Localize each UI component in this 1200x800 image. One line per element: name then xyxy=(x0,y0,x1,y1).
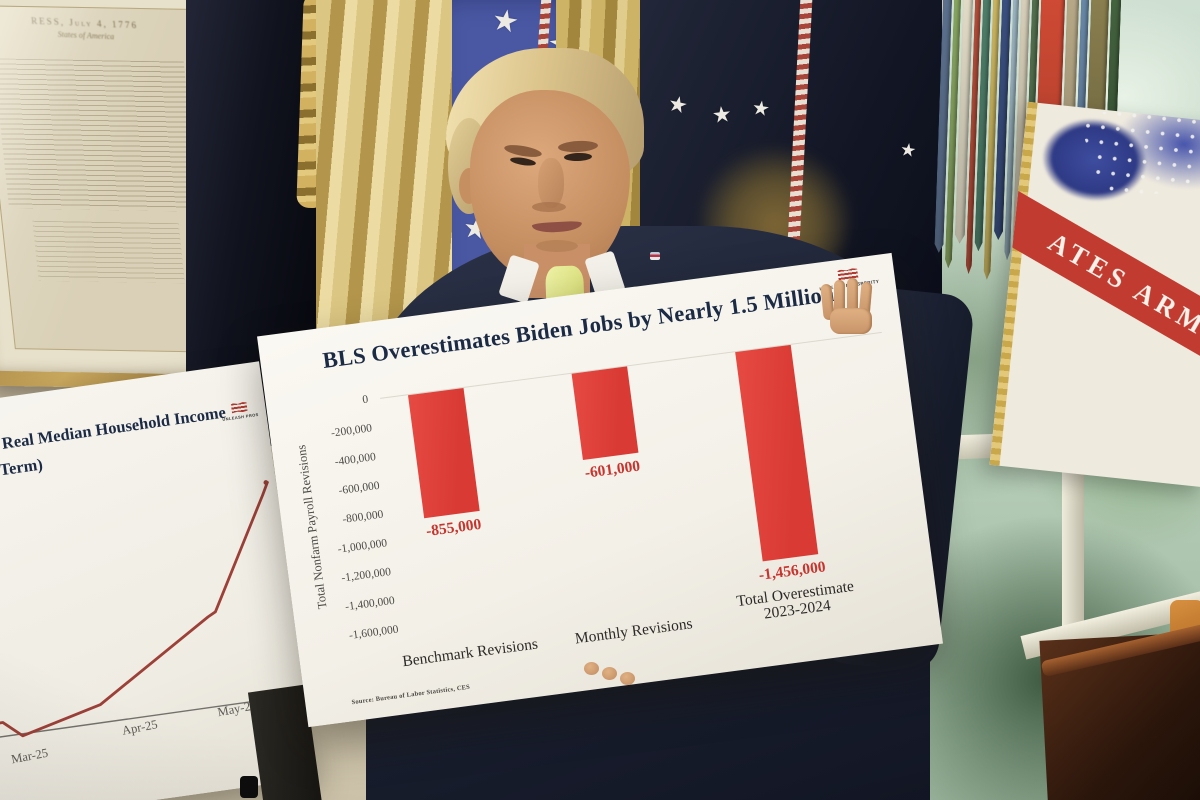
x-category-label: Monthly Revisions xyxy=(542,612,727,652)
left-x-label: Apr-25 xyxy=(120,717,159,738)
us-army-flag: ATES ARMY xyxy=(989,101,1200,488)
fingertip xyxy=(602,667,617,680)
bar xyxy=(407,387,480,519)
bar-value-label: -855,000 xyxy=(425,515,483,540)
finger xyxy=(847,278,858,314)
bar xyxy=(735,344,819,562)
x-category-label: Benchmark Revisions xyxy=(378,633,563,673)
flag-star-icon: ★ xyxy=(710,101,733,128)
bar-value-label: -601,000 xyxy=(583,457,642,482)
x-category-line: Benchmark Revisions xyxy=(401,635,539,671)
fingertip xyxy=(584,662,599,675)
man-nose-shadow xyxy=(532,202,566,212)
bar xyxy=(571,366,639,460)
man-nose xyxy=(538,158,564,208)
flag-star-icon: ★ xyxy=(898,138,918,162)
flag-star-icon: ★ xyxy=(750,96,772,122)
income-trend-line xyxy=(0,480,270,739)
fingertip xyxy=(620,672,635,685)
man-chin-shadow xyxy=(536,240,578,252)
lapel-flag-pin xyxy=(650,252,660,260)
left-x-label: Mar-25 xyxy=(10,745,50,767)
palm xyxy=(830,308,872,334)
easel-foot xyxy=(240,776,258,798)
finger xyxy=(834,280,845,316)
x-category-line: Monthly Revisions xyxy=(573,615,694,648)
line-endpoint-marker xyxy=(263,480,269,485)
man-hand-gripping-poster xyxy=(820,278,878,344)
